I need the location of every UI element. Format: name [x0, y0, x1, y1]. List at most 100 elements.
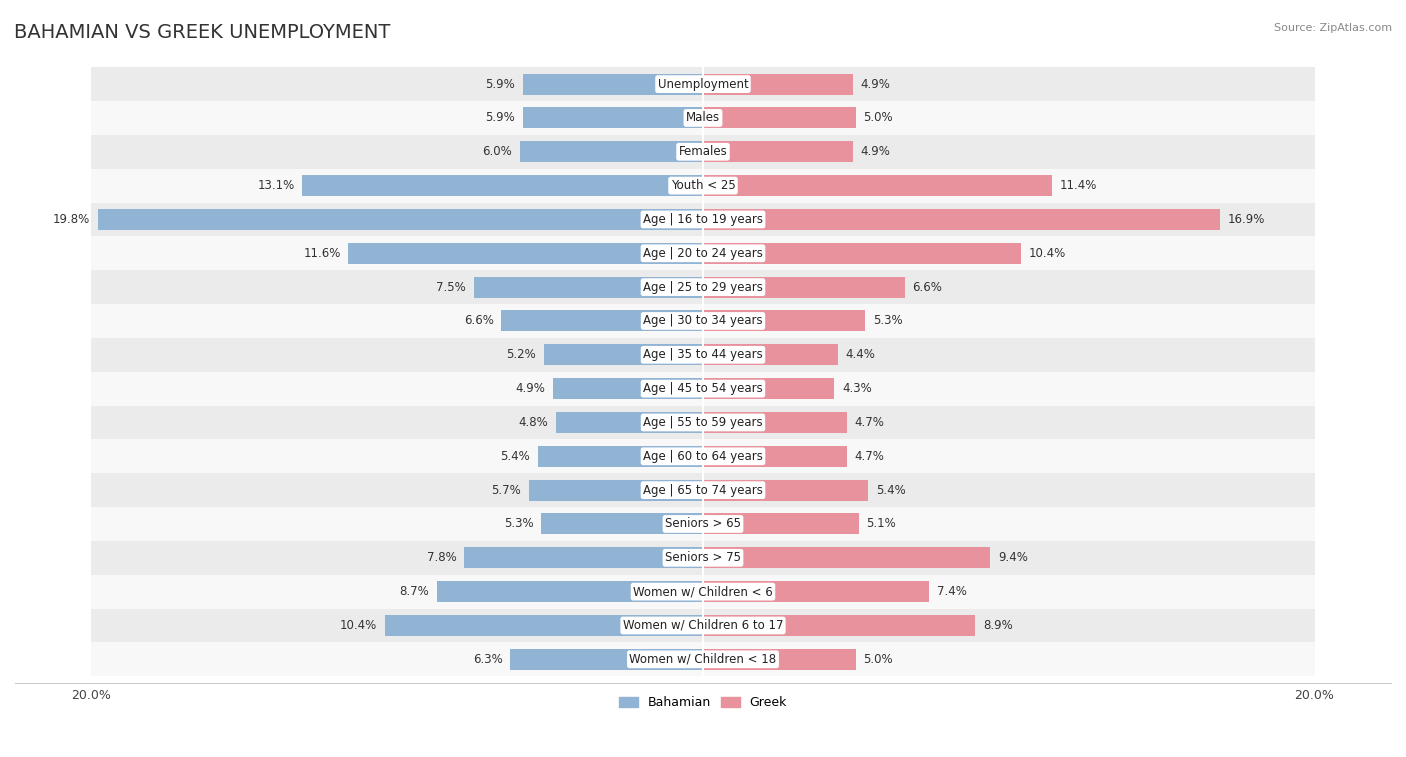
Bar: [541, 513, 703, 534]
Bar: [523, 107, 703, 129]
Bar: [703, 615, 976, 636]
Bar: [91, 541, 1315, 575]
Text: Seniors > 75: Seniors > 75: [665, 551, 741, 564]
Bar: [703, 480, 868, 500]
Text: 5.0%: 5.0%: [863, 653, 893, 666]
Text: 5.3%: 5.3%: [873, 314, 903, 328]
Bar: [703, 378, 835, 399]
Text: Males: Males: [686, 111, 720, 124]
Bar: [91, 609, 1315, 643]
Bar: [91, 507, 1315, 541]
Bar: [703, 412, 846, 433]
Bar: [91, 169, 1315, 203]
Bar: [703, 73, 853, 95]
Text: 6.6%: 6.6%: [912, 281, 942, 294]
Text: 5.9%: 5.9%: [485, 111, 515, 124]
Bar: [703, 547, 990, 569]
Text: Age | 55 to 59 years: Age | 55 to 59 years: [643, 416, 763, 429]
Bar: [91, 643, 1315, 676]
Bar: [544, 344, 703, 366]
Text: Seniors > 65: Seniors > 65: [665, 518, 741, 531]
Text: 11.4%: 11.4%: [1059, 179, 1097, 192]
Bar: [529, 480, 703, 500]
Text: 9.4%: 9.4%: [998, 551, 1028, 564]
Text: Women w/ Children < 6: Women w/ Children < 6: [633, 585, 773, 598]
Bar: [91, 473, 1315, 507]
Text: 7.4%: 7.4%: [936, 585, 967, 598]
Text: 4.7%: 4.7%: [855, 416, 884, 429]
Text: Females: Females: [679, 145, 727, 158]
Legend: Bahamian, Greek: Bahamian, Greek: [614, 691, 792, 714]
Text: 5.4%: 5.4%: [876, 484, 905, 497]
Text: Women w/ Children < 18: Women w/ Children < 18: [630, 653, 776, 666]
Bar: [510, 649, 703, 670]
Bar: [703, 107, 856, 129]
Bar: [91, 575, 1315, 609]
Bar: [474, 276, 703, 298]
Text: 16.9%: 16.9%: [1227, 213, 1265, 226]
Text: Age | 45 to 54 years: Age | 45 to 54 years: [643, 382, 763, 395]
Bar: [703, 513, 859, 534]
Text: BAHAMIAN VS GREEK UNEMPLOYMENT: BAHAMIAN VS GREEK UNEMPLOYMENT: [14, 23, 391, 42]
Bar: [501, 310, 703, 332]
Text: Age | 25 to 29 years: Age | 25 to 29 years: [643, 281, 763, 294]
Bar: [91, 270, 1315, 304]
Bar: [385, 615, 703, 636]
Bar: [91, 101, 1315, 135]
Text: 8.9%: 8.9%: [983, 619, 1012, 632]
Bar: [703, 243, 1021, 263]
Text: Age | 35 to 44 years: Age | 35 to 44 years: [643, 348, 763, 361]
Text: 5.7%: 5.7%: [491, 484, 522, 497]
Text: Age | 30 to 34 years: Age | 30 to 34 years: [643, 314, 763, 328]
Bar: [557, 412, 703, 433]
Bar: [703, 344, 838, 366]
Text: 4.3%: 4.3%: [842, 382, 872, 395]
Bar: [703, 175, 1052, 196]
Bar: [553, 378, 703, 399]
Bar: [91, 203, 1315, 236]
Text: 6.6%: 6.6%: [464, 314, 494, 328]
Text: 5.0%: 5.0%: [863, 111, 893, 124]
Text: 19.8%: 19.8%: [52, 213, 90, 226]
Text: 6.0%: 6.0%: [482, 145, 512, 158]
Bar: [703, 581, 929, 602]
Text: 7.8%: 7.8%: [427, 551, 457, 564]
Bar: [520, 142, 703, 162]
Text: 4.4%: 4.4%: [845, 348, 875, 361]
Text: 4.8%: 4.8%: [519, 416, 548, 429]
Text: 8.7%: 8.7%: [399, 585, 429, 598]
Bar: [91, 338, 1315, 372]
Text: Unemployment: Unemployment: [658, 78, 748, 91]
Text: 5.1%: 5.1%: [866, 518, 897, 531]
Text: Age | 20 to 24 years: Age | 20 to 24 years: [643, 247, 763, 260]
Bar: [91, 304, 1315, 338]
Bar: [91, 406, 1315, 439]
Bar: [91, 236, 1315, 270]
Text: Source: ZipAtlas.com: Source: ZipAtlas.com: [1274, 23, 1392, 33]
Bar: [523, 73, 703, 95]
Text: 4.9%: 4.9%: [860, 145, 890, 158]
Bar: [91, 372, 1315, 406]
Bar: [302, 175, 703, 196]
Bar: [464, 547, 703, 569]
Bar: [703, 276, 905, 298]
Text: 5.3%: 5.3%: [503, 518, 533, 531]
Bar: [703, 649, 856, 670]
Bar: [703, 310, 865, 332]
Text: Age | 65 to 74 years: Age | 65 to 74 years: [643, 484, 763, 497]
Text: Age | 16 to 19 years: Age | 16 to 19 years: [643, 213, 763, 226]
Text: 10.4%: 10.4%: [340, 619, 377, 632]
Text: 10.4%: 10.4%: [1029, 247, 1066, 260]
Bar: [703, 446, 846, 467]
Bar: [437, 581, 703, 602]
Bar: [91, 439, 1315, 473]
Text: 4.7%: 4.7%: [855, 450, 884, 463]
Bar: [703, 209, 1220, 230]
Text: Youth < 25: Youth < 25: [671, 179, 735, 192]
Text: 5.2%: 5.2%: [506, 348, 536, 361]
Text: 5.9%: 5.9%: [485, 78, 515, 91]
Text: 6.3%: 6.3%: [472, 653, 503, 666]
Bar: [349, 243, 703, 263]
Bar: [703, 142, 853, 162]
Bar: [97, 209, 703, 230]
